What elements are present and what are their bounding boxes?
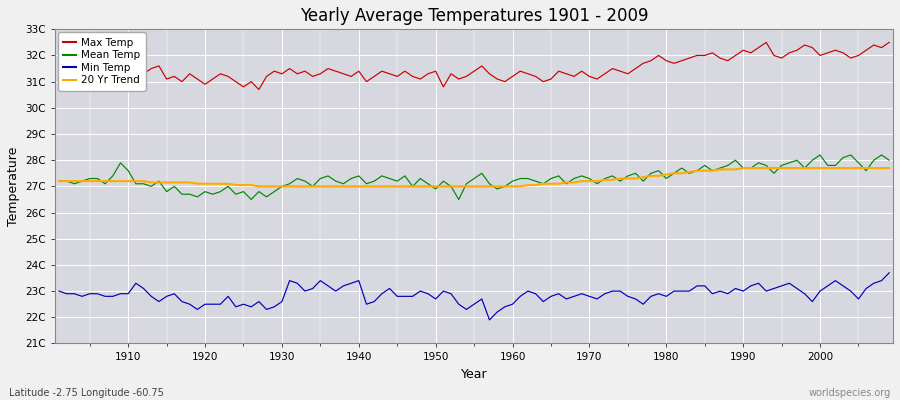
Bar [55,160,893,186]
Max Temp [338,71,349,76]
20 Yr Trend [507,184,517,189]
Min Temp [507,302,517,306]
20 Yr Trend [54,179,65,184]
Line: Max Temp: Max Temp [59,42,889,90]
Mean Temp [507,179,517,184]
Mean Temp [338,181,349,186]
Bar [55,108,893,134]
Min Temp [608,289,618,294]
Bar [55,212,893,239]
Min Temp [884,270,895,275]
20 Yr Trend [515,184,526,189]
Bar [55,239,893,265]
Bar [55,56,893,82]
Bar [55,265,893,291]
Mean Temp [884,158,895,162]
Mean Temp [246,197,256,202]
Title: Yearly Average Temperatures 1901 - 2009: Yearly Average Temperatures 1901 - 2009 [300,7,648,25]
Bar [55,186,893,212]
Mean Temp [54,179,65,184]
Max Temp [760,40,771,45]
Min Temp [515,294,526,299]
Mean Temp [608,174,618,178]
Min Temp [54,289,65,294]
Legend: Max Temp, Mean Temp, Min Temp, 20 Yr Trend: Max Temp, Mean Temp, Min Temp, 20 Yr Tre… [58,32,146,91]
Text: worldspecies.org: worldspecies.org [809,388,891,398]
Max Temp [115,69,126,74]
Max Temp [292,71,302,76]
Max Temp [507,74,517,79]
Line: Mean Temp: Mean Temp [59,155,889,200]
Max Temp [608,66,618,71]
20 Yr Trend [292,184,302,189]
X-axis label: Year: Year [461,368,488,381]
Mean Temp [115,160,126,165]
Bar [55,82,893,108]
20 Yr Trend [338,184,349,189]
Bar [55,29,893,56]
Mean Temp [292,176,302,181]
Max Temp [515,69,526,74]
Max Temp [254,87,265,92]
Min Temp [330,289,341,294]
20 Yr Trend [738,166,749,170]
Bar [55,291,893,317]
Bar [55,317,893,344]
Min Temp [115,291,126,296]
20 Yr Trend [115,179,126,184]
Min Temp [284,278,295,283]
Line: 20 Yr Trend: 20 Yr Trend [59,168,889,186]
Line: Min Temp: Min Temp [59,273,889,320]
Y-axis label: Temperature: Temperature [7,147,20,226]
Max Temp [54,61,65,66]
20 Yr Trend [608,178,618,182]
Max Temp [884,40,895,45]
Mean Temp [814,152,825,157]
20 Yr Trend [254,184,265,189]
20 Yr Trend [884,166,895,170]
Text: Latitude -2.75 Longitude -60.75: Latitude -2.75 Longitude -60.75 [9,388,164,398]
Mean Temp [515,176,526,181]
Min Temp [484,318,495,322]
Bar [55,134,893,160]
